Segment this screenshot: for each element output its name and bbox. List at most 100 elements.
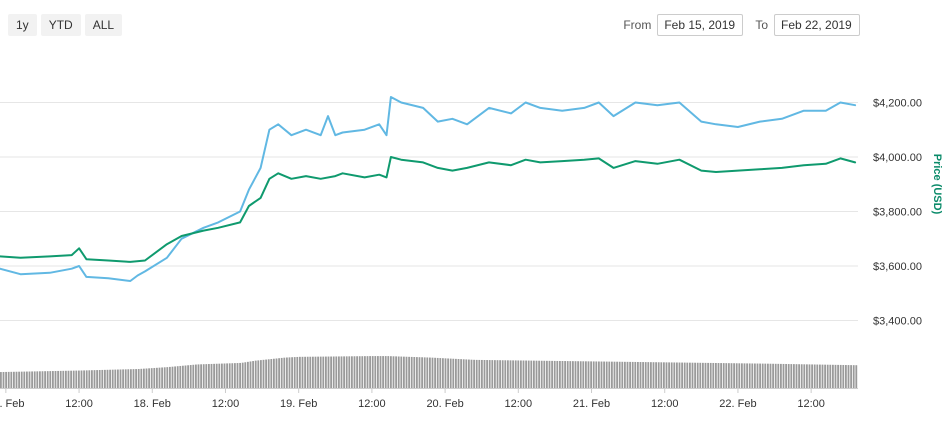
volume-bar: [699, 362, 702, 388]
volume-bar: [44, 371, 46, 388]
volume-bar: [140, 368, 143, 388]
volume-bar: [39, 371, 41, 388]
volume-bar: [652, 362, 655, 388]
volume-bar: [824, 364, 826, 388]
volume-bar: [353, 356, 356, 388]
x-axis-ticks: 17. Feb 12:00 18. Feb 12:00 19. Feb 12:00 20. …: [0, 388, 825, 410]
volume-bar: [665, 362, 668, 388]
volume-bar: [517, 360, 520, 388]
volume-bar: [735, 363, 738, 388]
volume-bar: [239, 362, 241, 388]
volume-bar: [41, 371, 44, 388]
volume-bar: [392, 356, 395, 388]
volume-bar: [590, 361, 592, 388]
volume-bar: [218, 363, 221, 388]
volume-bar: [587, 361, 590, 388]
volume-bar: [0, 372, 2, 388]
volume-bar: [813, 364, 816, 388]
volume-bar: [509, 360, 512, 388]
volume-bar: [647, 362, 650, 388]
volume-bar: [702, 362, 704, 388]
volume-bar: [322, 356, 325, 388]
volume-bar: [156, 367, 158, 388]
volume-bar: [374, 356, 377, 388]
volume-bar: [52, 371, 54, 388]
volume-bar: [148, 368, 150, 388]
volume-bar: [182, 365, 184, 388]
volume-bar: [421, 357, 423, 388]
volume-bar: [371, 356, 374, 388]
volume-bar: [512, 360, 514, 388]
volume-bar: [811, 364, 813, 388]
volume-bar: [600, 361, 603, 388]
range-button-1y[interactable]: 1y: [8, 14, 37, 36]
volume-bar: [189, 365, 192, 388]
volume-bar: [756, 363, 759, 388]
volume-bar: [696, 362, 699, 388]
volume-bar: [176, 366, 179, 388]
volume-bar: [598, 361, 600, 388]
volume-bar: [187, 365, 189, 388]
range-button-all[interactable]: ALL: [84, 14, 123, 36]
volume-bar: [657, 362, 660, 388]
volume-bar: [304, 356, 306, 388]
volume-bar: [769, 363, 772, 388]
volume-bar: [504, 360, 507, 388]
from-date-input[interactable]: [657, 14, 744, 36]
volume-bar: [10, 371, 13, 388]
volume-bar: [767, 363, 769, 388]
to-date-input[interactable]: [774, 14, 860, 36]
volume-bar: [106, 369, 109, 388]
volume-bar: [59, 370, 62, 388]
volume-bar: [364, 356, 366, 388]
volume-bar: [761, 363, 764, 388]
volume-bar: [686, 362, 689, 388]
volume-bar: [2, 371, 5, 388]
volume-bar: [296, 356, 299, 388]
volume-bar: [49, 371, 52, 388]
volume-bar: [361, 356, 364, 388]
volume-bar: [405, 356, 408, 388]
volume-bar: [200, 364, 202, 388]
volume-bar: [338, 356, 340, 388]
x-tick-label: 12:00: [212, 398, 240, 410]
volume-bar: [821, 364, 824, 388]
volume-bar: [543, 360, 546, 388]
volume-bar: [772, 363, 774, 388]
volume-bar: [585, 361, 587, 388]
volume-bar: [434, 357, 436, 388]
volume-bar: [832, 364, 834, 388]
volume-bar: [332, 356, 335, 388]
volume-bar: [624, 361, 626, 388]
volume-bar: [36, 371, 39, 388]
volume-bar: [774, 363, 777, 388]
volume-bar: [413, 357, 416, 388]
volume-bar: [470, 359, 473, 388]
volume-bar: [449, 358, 452, 388]
volume-bar: [738, 363, 741, 388]
volume-bar: [465, 359, 468, 388]
volume-bar: [673, 362, 676, 388]
volume-bar: [270, 359, 273, 388]
volume-bar: [621, 361, 624, 388]
volume-bar: [460, 359, 462, 388]
volume-bar: [130, 369, 132, 388]
volume-bar: [234, 363, 236, 388]
volume-bar: [689, 362, 691, 388]
volume-bar: [481, 359, 483, 388]
volume-bar: [291, 357, 293, 388]
volume-bar: [491, 360, 494, 388]
volume-bar: [327, 356, 330, 388]
volume-bar: [132, 369, 135, 388]
range-button-ytd[interactable]: YTD: [40, 14, 81, 36]
y-tick-label: $4,200.00: [873, 97, 922, 109]
volume-bar: [795, 364, 798, 388]
x-tick-label: 12:00: [797, 398, 825, 410]
to-label: To: [755, 18, 768, 32]
volume-bar: [416, 357, 418, 388]
volume-bar: [62, 370, 65, 388]
volume-bar: [644, 362, 647, 388]
from-label: From: [623, 18, 652, 32]
volume-bar: [670, 362, 673, 388]
volume-bar: [720, 363, 722, 388]
